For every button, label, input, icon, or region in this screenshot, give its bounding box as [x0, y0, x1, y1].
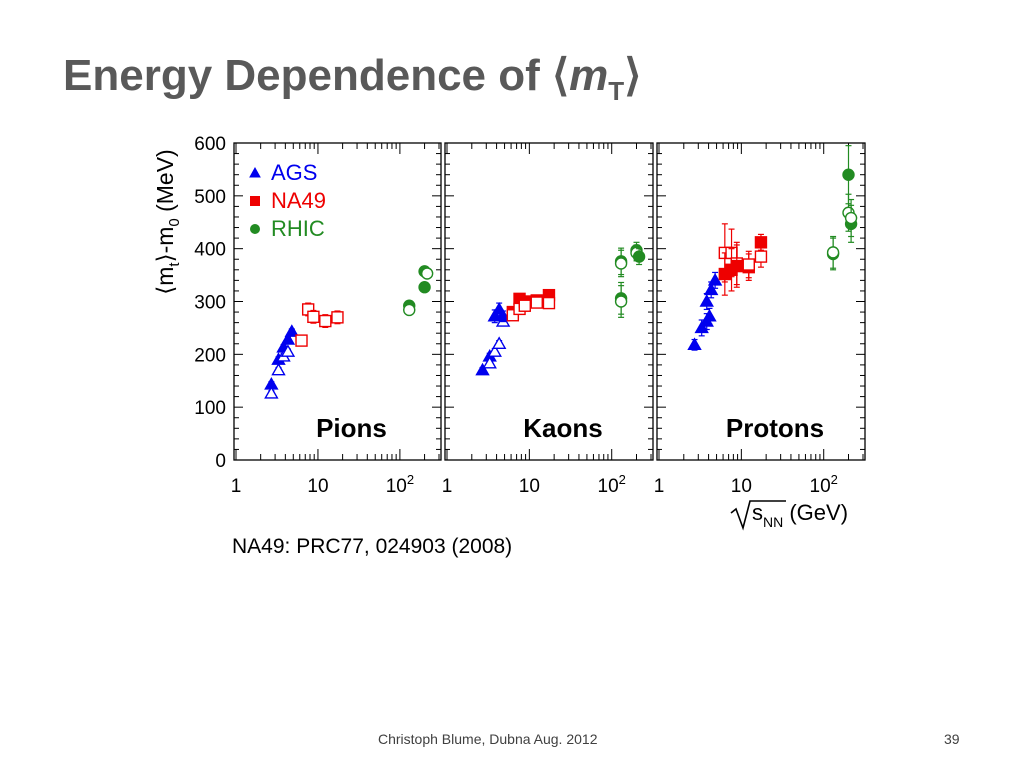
y-tick-label: 300 [194, 293, 226, 314]
panel-protons: 1 10 102 Protons [654, 142, 866, 497]
page-number: 39 [944, 731, 960, 747]
rhic-point [826, 246, 840, 259]
y-tick-label: 500 [194, 187, 226, 208]
y-tick-label: 600 [194, 134, 226, 155]
ags-point [264, 386, 279, 399]
y-tick-label: 200 [194, 345, 226, 366]
panel-kaons: 1 10 102 Kaons [442, 142, 654, 497]
na49-point [506, 309, 520, 322]
rhic-point [403, 303, 416, 317]
legend-item-na49: NA49 [250, 188, 326, 213]
ags-point [475, 362, 490, 376]
legend-circle-icon [250, 224, 260, 234]
x-tick-label: 102 [810, 472, 838, 497]
legend-item-ags: AGS [249, 160, 317, 185]
rhic-point [614, 295, 628, 308]
ags-point [482, 355, 497, 369]
x-tick-label: 1 [231, 476, 242, 497]
na49-point [530, 296, 543, 309]
y-tick-label: 100 [194, 398, 226, 419]
rhic-point [842, 168, 855, 181]
x-axis-title: sNN (GeV) [752, 500, 848, 530]
y-tick-label: 0 [215, 451, 226, 472]
footer-text: Christoph Blume, Dubna Aug. 2012 [378, 731, 598, 747]
ags-point [495, 308, 511, 322]
panel-label: Pions [316, 413, 387, 443]
panel-label: Kaons [523, 413, 602, 443]
y-axis-title: ⟨mt⟩-m0 (MeV) [152, 149, 183, 294]
na49-point [754, 250, 768, 263]
legend-triangle-icon [249, 166, 261, 178]
na49-point [295, 334, 308, 347]
x-tick-label: 1 [442, 476, 453, 497]
ags-point [702, 308, 717, 322]
na49-point [542, 296, 556, 310]
x-tick-label: 10 [519, 476, 540, 497]
na49-point [331, 311, 344, 324]
x-tick-label: 10 [307, 476, 328, 497]
na49-point [307, 310, 320, 324]
rhic-point [420, 267, 434, 280]
x-tick-label: 102 [598, 472, 626, 497]
na49-point [518, 299, 531, 312]
legend-label: RHIC [271, 216, 325, 241]
rhic-point [614, 257, 628, 270]
x-tick-label: 1 [654, 476, 665, 497]
slide-title-symbol: m [569, 51, 609, 100]
rhic-point [844, 211, 858, 225]
slide-title-text: Energy Dependence of [63, 51, 540, 100]
ags-point [280, 344, 296, 357]
na49-point [730, 259, 743, 273]
rhic-point [632, 250, 646, 263]
slide-title-subscript: T [608, 75, 625, 106]
legend-label: AGS [271, 160, 317, 185]
na49-point [742, 258, 755, 271]
ags-point [687, 337, 702, 351]
y-tick-label: 400 [194, 240, 226, 261]
x-tick-label: 102 [386, 472, 414, 497]
legend-label: NA49 [271, 188, 326, 213]
rhic-point [418, 281, 431, 294]
ags-point [280, 332, 296, 345]
ags-point [491, 336, 507, 349]
legend-square-icon [250, 196, 260, 206]
ags-point [271, 362, 286, 376]
legend-item-rhic: RHIC [250, 216, 325, 241]
reference-citation: NA49: PRC77, 024903 (2008) [232, 535, 513, 558]
x-axis-sqrt-sign [730, 500, 786, 531]
x-tick-label: 10 [731, 476, 752, 497]
slide-title: Energy Dependence of ⟨mT⟩ [63, 51, 642, 106]
ags-point [487, 344, 502, 357]
ags-point [703, 282, 719, 296]
ags-point [707, 272, 723, 286]
ags-point [699, 294, 714, 307]
na49-point [319, 314, 332, 328]
panel-label: Protons [726, 413, 824, 443]
panel-pions: 1 10 102 Pions [231, 142, 442, 497]
ags-point [284, 324, 300, 337]
